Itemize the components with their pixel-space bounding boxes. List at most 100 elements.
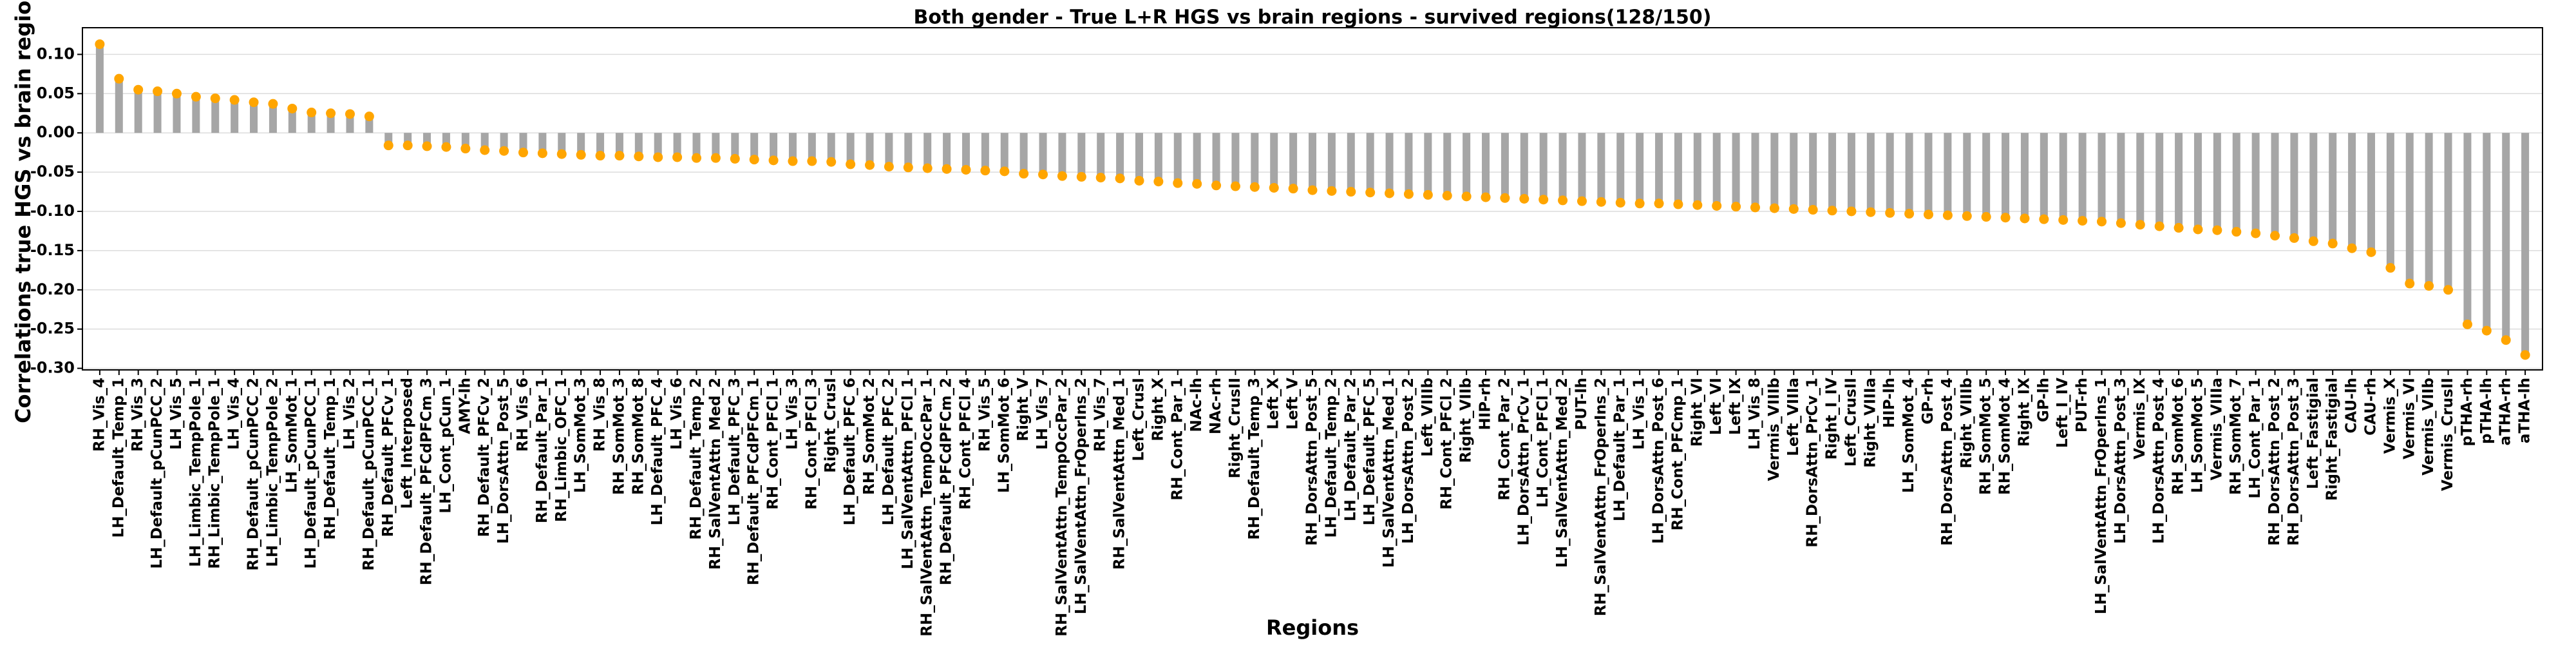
marker xyxy=(2231,227,2242,237)
marker xyxy=(1442,191,1452,201)
stem xyxy=(269,104,277,133)
x-tick-label: Vermis_CrusII xyxy=(2439,378,2456,491)
marker xyxy=(1942,210,1953,220)
x-tick-label: LH_Default_PFC_2 xyxy=(880,378,897,525)
stem xyxy=(673,133,681,157)
stem xyxy=(1597,133,1605,202)
x-tick-label: RH_SalVentAttn_FrOperIns_2 xyxy=(1593,378,1609,616)
stem xyxy=(1982,133,1991,217)
x-tick-label: LH_Cont_PFCl_1 xyxy=(1535,378,1551,508)
x-tick-label: AMY-lh xyxy=(457,378,473,434)
x-tick-label: LH_Default_PFC_3 xyxy=(726,378,743,525)
marker xyxy=(537,148,547,159)
stem xyxy=(943,133,951,169)
stem xyxy=(327,113,335,133)
stem xyxy=(250,102,258,133)
x-tick-label: Left_IX xyxy=(1727,378,1744,435)
stem xyxy=(288,108,296,133)
x-tick-label: RH_Default_Temp_3 xyxy=(1246,378,1263,540)
x-tick-label: Vermis_IX xyxy=(2132,378,2148,459)
marker xyxy=(2116,218,2126,228)
marker xyxy=(2154,221,2164,231)
marker xyxy=(2058,215,2069,225)
stem xyxy=(2020,133,2029,218)
x-tick-label: NAc-rh xyxy=(1208,378,1224,434)
stem xyxy=(1482,133,1490,198)
x-tick-label: Right_VIIIa xyxy=(1862,378,1879,468)
marker xyxy=(1134,175,1144,186)
stem xyxy=(1135,133,1143,181)
marker xyxy=(1269,182,1279,193)
x-tick-label: RH_DorsAttn_Post_2 xyxy=(2266,378,2283,546)
x-tick-label: LH_SalVentAttn_FrOperIns_1 xyxy=(2093,378,2110,614)
marker xyxy=(2443,285,2454,295)
marker xyxy=(884,162,894,172)
x-tick-label: PUT-lh xyxy=(1573,378,1590,430)
stem xyxy=(2193,133,2202,229)
stem xyxy=(1578,133,1586,202)
x-tick-label: RH_SomMot_3 xyxy=(611,378,627,495)
x-tick-label: LH_Default_Par_1 xyxy=(1612,378,1629,521)
marker xyxy=(692,153,702,163)
marker xyxy=(1904,209,1915,219)
marker xyxy=(2020,213,2030,224)
x-tick-label: RH_SomMot_7 xyxy=(2228,378,2244,495)
y-tick-label: 0.00 xyxy=(37,123,75,141)
marker xyxy=(2039,214,2049,224)
x-tick-label: LH_Vis_7 xyxy=(1034,378,1051,450)
marker xyxy=(2289,233,2299,243)
marker xyxy=(1230,181,1240,191)
stem xyxy=(1289,133,1298,189)
stem xyxy=(770,133,778,160)
x-tick-label: LH_Default_PFC_5 xyxy=(1361,378,1378,525)
stem xyxy=(1251,133,1259,188)
stem xyxy=(1847,133,1855,211)
x-tick-label: RH_Default_pCunPCC_2 xyxy=(245,378,262,571)
marker xyxy=(1481,192,1491,202)
stem xyxy=(1751,133,1759,208)
marker xyxy=(229,95,240,105)
marker xyxy=(307,108,317,118)
marker xyxy=(595,151,605,161)
stem xyxy=(577,133,585,155)
chart-title: Both gender - True L+R HGS vs brain regi… xyxy=(914,6,1712,29)
stem xyxy=(2251,133,2260,234)
stem xyxy=(1539,133,1548,200)
x-tick-label: NAc-lh xyxy=(1188,378,1205,432)
stem xyxy=(1693,133,1701,206)
x-tick-label: LH_Default_pCunPCC_1 xyxy=(303,378,319,569)
marker xyxy=(2405,278,2415,289)
x-tick-label: pTHA-lh xyxy=(2478,378,2495,444)
x-tick-label: LH_SomMot_3 xyxy=(573,378,589,493)
x-tick-label: LH_SomMot_1 xyxy=(283,378,300,493)
x-tick-label: RH_Vis_7 xyxy=(1092,378,1109,452)
x-tick-label: RH_SalVentAttn_Med_1 xyxy=(1112,378,1128,570)
y-tick-label: -0.25 xyxy=(30,320,75,338)
stem xyxy=(1347,133,1355,192)
x-tick-label: LH_Default_PFC_6 xyxy=(842,378,858,525)
marker xyxy=(1461,191,1472,202)
stem xyxy=(1520,133,1528,199)
x-tick-label: LH_Default_Temp_1 xyxy=(110,378,127,538)
marker xyxy=(1539,195,1549,205)
stem xyxy=(808,133,816,162)
y-tick-label: -0.10 xyxy=(30,202,75,220)
y-tick-label: 0.05 xyxy=(37,84,75,102)
x-tick-label: RH_Vis_3 xyxy=(129,378,146,452)
stem xyxy=(1039,133,1047,175)
x-tick-label: Left_VIIIa xyxy=(1785,378,1802,456)
x-tick-label: Right_I_IV xyxy=(1824,378,1841,460)
stem xyxy=(1193,133,1201,184)
stem xyxy=(211,98,220,133)
stem xyxy=(2463,133,2472,325)
x-tick-label: Right_Fastigial xyxy=(2324,378,2341,501)
stem xyxy=(1732,133,1740,207)
x-tick-label: RH_Cont_Par_2 xyxy=(1496,378,1513,501)
marker xyxy=(1712,200,1722,211)
marker xyxy=(1615,198,1625,208)
x-tick-label: LH_Vis_6 xyxy=(668,378,685,450)
marker xyxy=(672,152,683,162)
stem xyxy=(2521,133,2530,355)
stem xyxy=(1443,133,1452,196)
stem xyxy=(2329,133,2337,244)
